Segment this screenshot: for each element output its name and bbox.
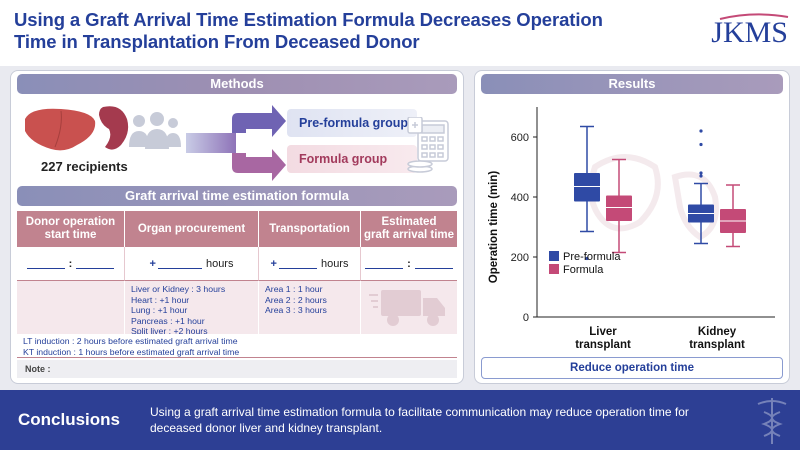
- y-axis-label: Operation time (min): [488, 171, 500, 284]
- split-arrow-icon: [186, 105, 286, 181]
- conclusions-bar: Conclusions Using a graft arrival time e…: [0, 390, 800, 450]
- x-tick-label: transplant: [689, 339, 745, 351]
- hour-blank: [26, 259, 65, 269]
- hours-blank: [278, 259, 317, 269]
- start-time-input[interactable]: :: [17, 247, 125, 281]
- caduceus-icon: [757, 398, 787, 444]
- minute-blank: [76, 259, 115, 269]
- plus-sign: +: [149, 257, 156, 270]
- hours-unit: hours: [320, 257, 349, 270]
- box-pre-formula-1: [688, 129, 714, 245]
- transportation-details: Area 1 : 1 hour Area 2 : 2 hours Area 3 …: [259, 281, 361, 334]
- kidney-icon: [99, 106, 129, 150]
- y-tick-label: 600: [511, 132, 529, 144]
- colon: :: [407, 257, 411, 270]
- calculator-icon: [407, 117, 449, 173]
- procurement-rule: Split liver : +2 hours: [131, 326, 208, 336]
- plus-sign: +: [270, 257, 277, 270]
- arrival-details: [361, 281, 457, 334]
- box-formula-0: [606, 158, 632, 254]
- truck-icon: [369, 290, 445, 326]
- box-series: [574, 125, 746, 261]
- formula-heading: Graft arrival time estimation formula: [17, 186, 457, 206]
- transport-hours-input[interactable]: + hours: [259, 247, 361, 281]
- results-panel: Results Operation time (min) 0 200 400 600 …: [474, 70, 790, 384]
- y-ticks: 0 200 400 600: [511, 132, 537, 324]
- title-line-2: Time in Transplantation From Deceased Do…: [14, 31, 420, 52]
- induction-rules: LT induction : 2 hours before estimated …: [17, 334, 457, 358]
- organs-recipients-illustration: [25, 106, 181, 151]
- start-time-details: [17, 281, 125, 334]
- y-tick-label: 0: [523, 312, 529, 324]
- col-header-text: Estimated: [381, 216, 437, 228]
- legend-swatch: [549, 264, 559, 274]
- legend-label: Pre-formula: [563, 251, 621, 263]
- recipients-count: 227 recipients: [41, 159, 128, 174]
- box-formula-1: [720, 184, 746, 248]
- x-tick-label: Kidney: [698, 326, 737, 338]
- methods-panel: Methods 227 recipients: [10, 70, 464, 384]
- transport-rule: Area 2 : 2 hours: [265, 294, 327, 305]
- people-icon: [129, 112, 181, 149]
- minute-blank: [414, 259, 453, 269]
- note-field: Note :: [17, 360, 457, 378]
- col-header-procurement: Organ procurement: [125, 211, 259, 247]
- journal-logo: JKMS: [711, 16, 788, 49]
- box-pre-formula-0: [574, 125, 600, 261]
- col-header-text: Organ procurement: [137, 222, 246, 235]
- title-line-1: Using a Graft Arrival Time Estimation Fo…: [14, 9, 603, 30]
- liver-icon: [25, 108, 96, 151]
- pre-formula-group-label: Pre-formula group: [287, 109, 417, 137]
- outlier-point: [585, 256, 589, 261]
- methods-heading: Methods: [17, 74, 457, 94]
- procurement-rule: Liver or Kidney : 3 hours: [131, 284, 226, 294]
- arrival-time-output[interactable]: :: [361, 247, 457, 281]
- legend-label: Formula: [563, 264, 604, 276]
- y-tick-label: 200: [511, 252, 529, 264]
- x-tick-label: Liver: [589, 326, 617, 338]
- outlier-point: [699, 171, 703, 175]
- col-header-text: Transportation: [269, 222, 350, 235]
- procurement-rule: Heart : +1 hour: [131, 294, 190, 305]
- formula-group-label: Formula group: [287, 145, 417, 173]
- col-header-donor-start: Donor operation start time: [17, 211, 125, 247]
- kt-induction-rule: KT induction : 1 hours before estimated …: [23, 347, 240, 357]
- procurement-rule: Pancreas : +1 hour: [131, 315, 205, 326]
- colon: :: [68, 257, 73, 270]
- outlier-point: [699, 174, 703, 178]
- header: Using a Graft Arrival Time Estimation Fo…: [0, 0, 800, 66]
- col-header-text: Donor operation: [25, 216, 116, 228]
- transport-rule: Area 1 : 1 hour: [265, 284, 323, 294]
- hour-blank: [365, 259, 404, 269]
- reduce-operation-time-box: Reduce operation time: [481, 357, 783, 379]
- chart-axes: [536, 107, 775, 318]
- conclusions-text: Using a graft arrival time estimation fo…: [150, 405, 689, 435]
- col-header-arrival: Estimated graft arrival time: [361, 211, 457, 247]
- page-title: Using a Graft Arrival Time Estimation Fo…: [14, 9, 614, 53]
- y-tick-label: 400: [511, 192, 529, 204]
- col-header-transportation: Transportation: [259, 211, 361, 247]
- conclusions-heading: Conclusions: [18, 410, 121, 429]
- procurement-rule: Lung : +1 hour: [131, 305, 188, 315]
- outlier-point: [699, 142, 703, 147]
- legend-swatch: [549, 251, 559, 261]
- procurement-hours-input[interactable]: + hours: [125, 247, 259, 281]
- procurement-details: Liver or Kidney : 3 hours Heart : +1 hou…: [125, 281, 259, 336]
- outlier-point: [699, 129, 703, 133]
- box-iqr: [574, 173, 600, 202]
- lt-induction-rule: LT induction : 2 hours before estimated …: [23, 336, 238, 346]
- hours-unit: hours: [205, 257, 234, 270]
- col-header-text: start time: [44, 229, 97, 241]
- x-tick-label: transplant: [575, 339, 631, 351]
- col-header-text: graft arrival time: [363, 229, 455, 241]
- results-heading: Results: [481, 74, 783, 94]
- box-iqr: [606, 195, 632, 221]
- hours-blank: [157, 259, 202, 269]
- transport-rule: Area 3 : 3 hours: [265, 305, 327, 315]
- logo-swoosh-icon: [719, 13, 789, 20]
- main-area: Methods 227 recipients: [0, 66, 800, 390]
